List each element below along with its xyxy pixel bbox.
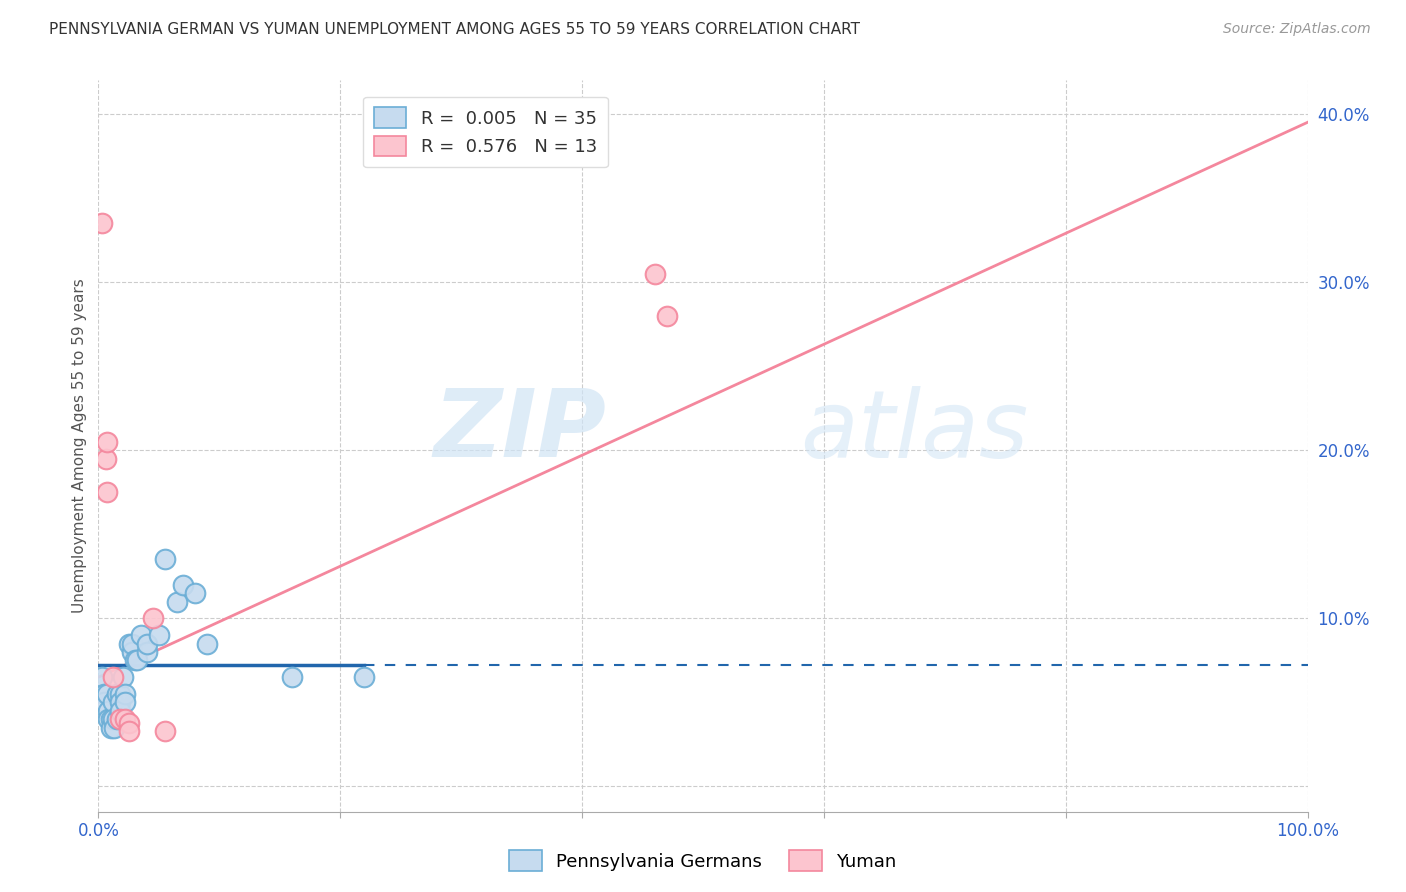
Point: [103, 721, 125, 735]
Point: [101, 695, 124, 709]
Point: [97, 704, 120, 718]
Point: [118, 636, 141, 650]
Text: ZIP: ZIP: [433, 385, 606, 477]
Point: [91, 670, 114, 684]
Point: [121, 636, 143, 650]
Point: [97, 712, 120, 726]
Y-axis label: Unemployment Among Ages 55 to 59 years: Unemployment Among Ages 55 to 59 years: [72, 278, 87, 614]
Point: [100, 721, 122, 735]
Point: [111, 670, 134, 684]
Text: PENNSYLVANIA GERMAN VS YUMAN UNEMPLOYMENT AMONG AGES 55 TO 59 YEARS CORRELATION : PENNSYLVANIA GERMAN VS YUMAN UNEMPLOYMEN…: [49, 22, 860, 37]
Point: [142, 611, 165, 625]
Point: [121, 645, 143, 659]
Point: [153, 552, 176, 566]
Point: [135, 636, 157, 650]
Point: [91, 216, 114, 230]
Point: [172, 578, 194, 592]
Point: [96, 434, 118, 449]
Point: [153, 724, 176, 739]
Point: [166, 594, 188, 608]
Point: [100, 712, 122, 726]
Point: [96, 485, 118, 500]
Text: Source: ZipAtlas.com: Source: ZipAtlas.com: [1223, 22, 1371, 37]
Point: [114, 687, 136, 701]
Point: [184, 586, 207, 600]
Point: [114, 695, 136, 709]
Point: [108, 704, 131, 718]
Point: [101, 712, 124, 726]
Point: [105, 687, 128, 701]
Legend: R =  0.005   N = 35, R =  0.576   N = 13: R = 0.005 N = 35, R = 0.576 N = 13: [363, 96, 607, 167]
Point: [93, 687, 115, 701]
Point: [644, 267, 666, 281]
Point: [127, 653, 149, 667]
Point: [105, 712, 128, 726]
Point: [195, 636, 218, 650]
Point: [108, 712, 131, 726]
Point: [655, 309, 678, 323]
Point: [124, 653, 146, 667]
Point: [108, 687, 131, 701]
Point: [93, 695, 115, 709]
Point: [148, 628, 170, 642]
Point: [108, 695, 131, 709]
Point: [135, 645, 157, 659]
Point: [281, 670, 304, 684]
Legend: Pennsylvania Germans, Yuman: Pennsylvania Germans, Yuman: [502, 843, 904, 879]
Point: [118, 715, 141, 730]
Point: [353, 670, 375, 684]
Point: [114, 712, 136, 726]
Point: [101, 670, 124, 684]
Point: [94, 451, 117, 466]
Point: [96, 687, 118, 701]
Point: [118, 724, 141, 739]
Point: [129, 628, 152, 642]
Text: atlas: atlas: [800, 386, 1028, 477]
